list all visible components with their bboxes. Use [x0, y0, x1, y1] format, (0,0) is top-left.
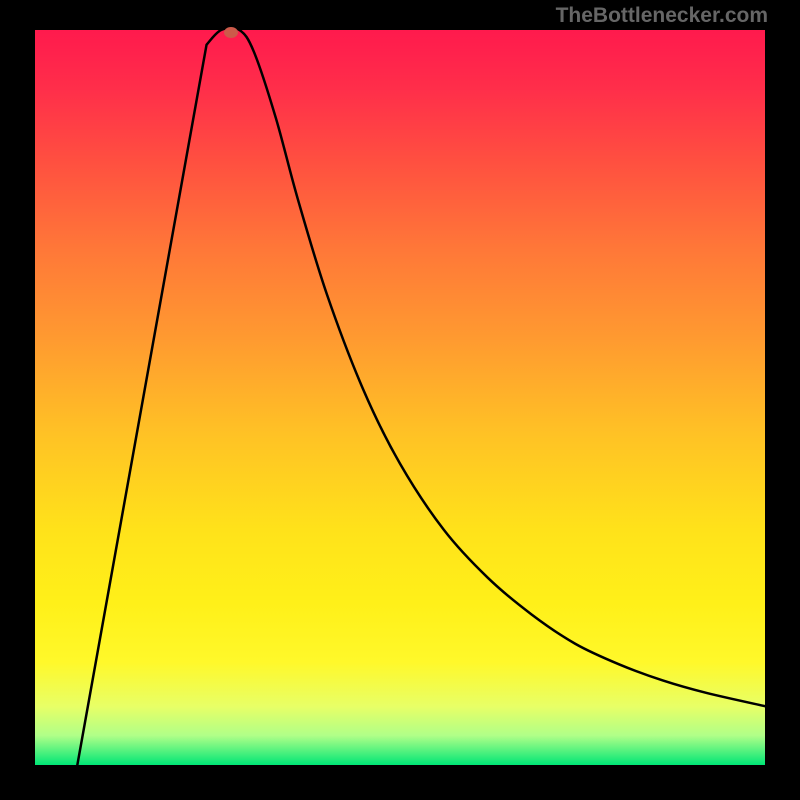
optimal-marker	[224, 27, 238, 38]
chart-container: TheBottlenecker.com	[0, 0, 800, 800]
watermark-text: TheBottlenecker.com	[556, 4, 768, 28]
plot-area	[35, 30, 765, 765]
bottleneck-curve	[77, 30, 765, 765]
curve-layer	[35, 30, 765, 765]
